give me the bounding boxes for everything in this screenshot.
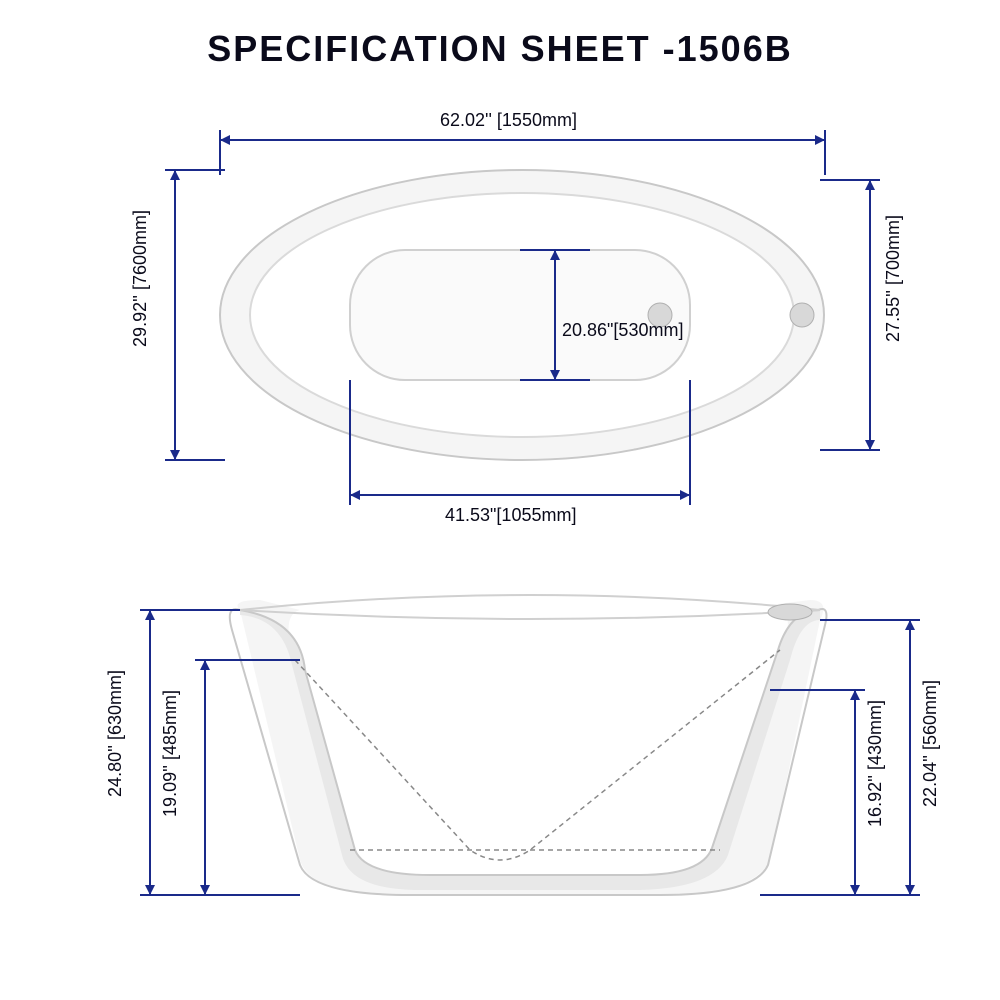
- dim-inner-length: 41.53"[1055mm]: [445, 505, 576, 526]
- dim-left-outer-height: 24.80'' [630mm]: [105, 670, 126, 797]
- side-view-drawing: [0, 570, 1000, 990]
- dim-right-outer-height: 22.04'' [560mm]: [920, 680, 941, 807]
- dim-outer-height-left: 29.92'' [7600mm]: [130, 210, 151, 347]
- dim-inner-depth: 20.86"[530mm]: [562, 320, 683, 341]
- dim-outer-width: 62.02'' [1550mm]: [440, 110, 577, 131]
- dim-right-inner-height: 16.92'' [430mm]: [865, 700, 886, 827]
- dim-left-inner-height: 19.09'' [485mm]: [160, 690, 181, 817]
- spec-title: SPECIFICATION SHEET -1506B: [0, 28, 1000, 70]
- dim-outer-height-right: 27.55'' [700mm]: [883, 215, 904, 342]
